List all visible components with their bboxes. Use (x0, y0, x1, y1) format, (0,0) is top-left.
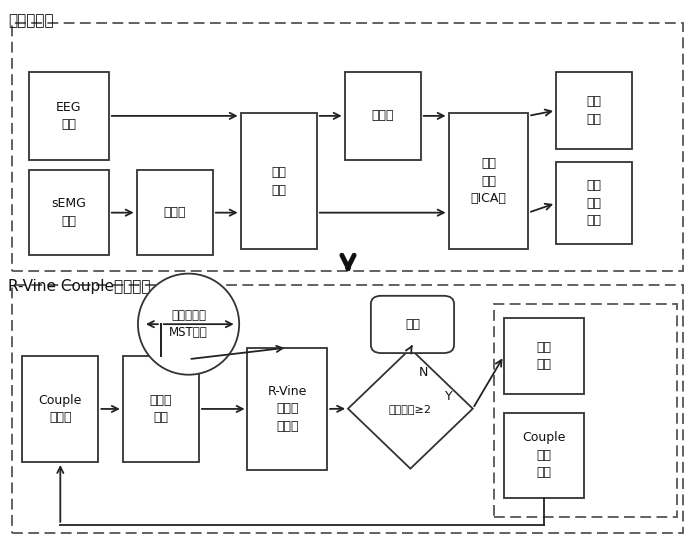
Polygon shape (348, 349, 473, 469)
Text: 预处理过程: 预处理过程 (8, 13, 54, 28)
FancyBboxPatch shape (504, 413, 584, 498)
FancyBboxPatch shape (122, 356, 199, 462)
FancyBboxPatch shape (556, 162, 632, 244)
Text: Y: Y (445, 391, 452, 403)
Text: 树的边数≥2: 树的边数≥2 (389, 404, 432, 414)
FancyBboxPatch shape (504, 318, 584, 394)
FancyBboxPatch shape (248, 347, 327, 470)
Text: R-Vine
的各层
树结构: R-Vine 的各层 树结构 (268, 385, 307, 433)
FancyBboxPatch shape (241, 113, 317, 249)
FancyBboxPatch shape (136, 170, 213, 255)
Text: 带通
滤波: 带通 滤波 (271, 166, 286, 197)
FancyBboxPatch shape (29, 72, 109, 159)
Text: 参数
估计: 参数 估计 (537, 340, 551, 371)
FancyBboxPatch shape (12, 285, 683, 533)
FancyBboxPatch shape (29, 170, 109, 255)
Text: 去除
伪迹
（ICA）: 去除 伪迹 （ICA） (470, 157, 506, 206)
Text: 秩相关
系数: 秩相关 系数 (150, 393, 172, 424)
Text: sEMG
信号: sEMG 信号 (52, 197, 86, 228)
Text: Couple
函数
选择: Couple 函数 选择 (522, 431, 566, 480)
Text: 结束: 结束 (405, 318, 420, 331)
Text: R-Vine Couple构建过程: R-Vine Couple构建过程 (8, 279, 151, 294)
Text: 分频
率段: 分频 率段 (587, 95, 601, 125)
FancyBboxPatch shape (345, 72, 421, 159)
FancyBboxPatch shape (556, 72, 632, 149)
FancyBboxPatch shape (448, 113, 528, 249)
Text: Couple
源数据: Couple 源数据 (38, 393, 82, 424)
Text: EEG
信号: EEG 信号 (56, 101, 81, 131)
Text: N: N (419, 366, 428, 379)
Ellipse shape (138, 273, 239, 375)
FancyBboxPatch shape (371, 296, 454, 353)
FancyBboxPatch shape (12, 23, 683, 271)
Text: 降采样: 降采样 (164, 206, 186, 219)
FancyBboxPatch shape (22, 356, 98, 462)
Text: 小波
阈值
消噪: 小波 阈值 消噪 (587, 179, 601, 227)
Text: 重参考: 重参考 (372, 110, 394, 122)
FancyBboxPatch shape (493, 304, 677, 517)
Text: 最大生成树
MST算法: 最大生成树 MST算法 (169, 309, 208, 339)
